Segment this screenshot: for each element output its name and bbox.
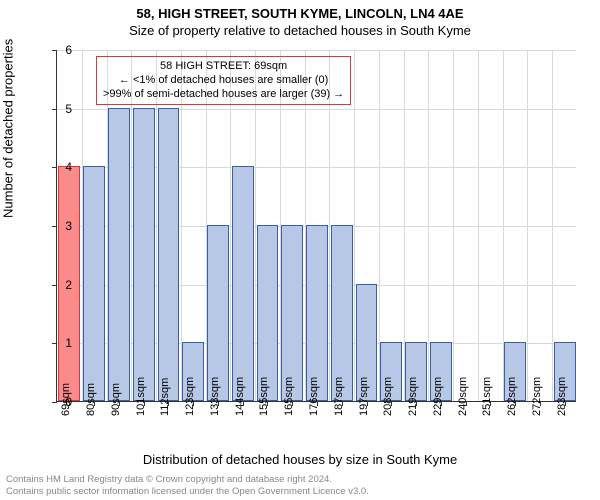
- footer-line1: Contains HM Land Registry data © Crown c…: [6, 474, 369, 486]
- page-title: 58, HIGH STREET, SOUTH KYME, LINCOLN, LN…: [0, 0, 600, 21]
- y-axis-label: Number of detached properties: [1, 39, 16, 218]
- gridline-v: [527, 50, 528, 401]
- page-subtitle: Size of property relative to detached ho…: [0, 21, 600, 38]
- annotation-box: 58 HIGH STREET: 69sqm← <1% of detached h…: [96, 56, 351, 105]
- annotation-line3: >99% of semi-detached houses are larger …: [103, 88, 344, 102]
- bar: [133, 108, 155, 401]
- attribution-footer: Contains HM Land Registry data © Crown c…: [6, 474, 369, 498]
- gridline-v: [478, 50, 479, 401]
- ytick-label: 1: [52, 336, 72, 350]
- bar: [281, 225, 303, 401]
- bar: [207, 225, 229, 401]
- ytick-label: 5: [52, 102, 72, 116]
- ytick-label: 3: [52, 219, 72, 233]
- ytick-label: 4: [52, 160, 72, 174]
- ytick-label: 6: [52, 43, 72, 57]
- annotation-line2: ← <1% of detached houses are smaller (0): [103, 74, 344, 88]
- footer-line2: Contains public sector information licen…: [6, 486, 369, 498]
- annotation-line1: 58 HIGH STREET: 69sqm: [103, 60, 344, 74]
- bar: [257, 225, 279, 401]
- bar: [306, 225, 328, 401]
- gridline-v: [453, 50, 454, 401]
- bar: [232, 166, 254, 401]
- bar: [331, 225, 353, 401]
- ytick-label: 2: [52, 278, 72, 292]
- x-axis-label: Distribution of detached houses by size …: [0, 452, 600, 467]
- ytick-label: 0: [52, 395, 72, 409]
- bar: [108, 108, 130, 401]
- histogram-chart: 69sqm80sqm90sqm101sqm112sqm123sqm133sqm1…: [56, 50, 576, 402]
- bar: [83, 166, 105, 401]
- gridline-h: [57, 50, 576, 51]
- bar: [158, 108, 180, 401]
